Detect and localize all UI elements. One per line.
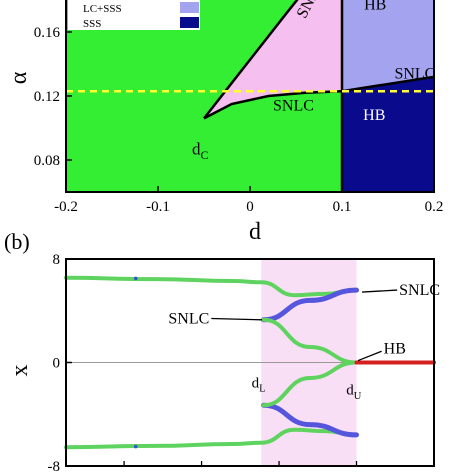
annotation-snlc: SNLC (273, 97, 314, 114)
annotation-snlc: SNLC (394, 65, 435, 82)
b-y-tick-label: -8 (48, 459, 61, 474)
series-inner-stable-lower (261, 360, 359, 408)
region-snlc-pink (204, 0, 342, 119)
x-tick-label: 0.2 (425, 199, 444, 215)
legend-label: LC+SSS (83, 3, 122, 15)
arrow-snlc-right (362, 289, 398, 293)
region-hb-navy (342, 76, 434, 192)
annotation-snlc-left: SNLC (168, 311, 209, 328)
label-du-sub: U (354, 391, 362, 402)
x-tick-label: 0 (246, 199, 254, 215)
y-tick-label: 0.16 (34, 25, 61, 41)
annotation-hb: HB (384, 340, 406, 357)
b-y-tick-label: 0 (53, 356, 61, 372)
x-tick-label: 0.1 (333, 199, 352, 215)
x-tick-label: -0.1 (146, 199, 170, 215)
point-dc-main: d (192, 139, 201, 158)
legend-label: SSS (83, 18, 101, 30)
x-axis-label: d (249, 219, 261, 245)
label-dl-sub: L (259, 384, 265, 395)
snlc-lower-boundary (203, 89, 343, 120)
series-stable-lower (64, 427, 359, 450)
region-hb-lavender (342, 0, 434, 92)
label-dl-main: d (252, 375, 260, 391)
label-dl: dL (252, 375, 266, 394)
arrow-hb (357, 350, 382, 362)
snlc-upper-boundary (203, 0, 299, 120)
panel-label-b: (b) (4, 229, 30, 254)
series-stable-upper (64, 275, 359, 298)
snlc-right-boundary (341, 75, 435, 93)
b-y-tick-label: 8 (53, 252, 61, 268)
label-du: dU (346, 383, 362, 402)
label-du-main: d (346, 383, 354, 399)
small-marker-lower (133, 444, 138, 449)
series-unstable-lower (261, 402, 359, 438)
point-dc-sub: C (201, 148, 209, 162)
annotation-hb: HB (363, 107, 385, 124)
y-tick-label: 0.12 (34, 89, 60, 105)
annotation-hb: HB (364, 0, 386, 14)
y-axis-label: α (6, 71, 32, 84)
b-y-axis-label: x (7, 365, 33, 377)
y-tick-label: 0.08 (34, 153, 60, 169)
legend-box (68, 0, 200, 30)
series-inner-stable-upper (261, 317, 359, 365)
x-tick-label: -0.2 (54, 199, 78, 215)
legend: LC+SSS SSS (68, 0, 200, 30)
annotation-snlc-right: SNLC (399, 282, 440, 299)
legend-swatch (180, 17, 199, 28)
series-unstable-upper (261, 287, 359, 323)
point-dc: dC (192, 139, 209, 162)
legend-swatch (180, 2, 199, 13)
small-marker-upper (133, 276, 138, 281)
arrow-snlc-left (211, 317, 263, 321)
